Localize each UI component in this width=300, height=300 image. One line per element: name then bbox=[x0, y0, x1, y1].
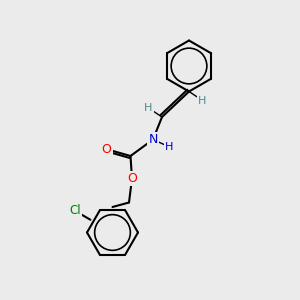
Text: H: H bbox=[165, 142, 174, 152]
Text: H: H bbox=[198, 95, 207, 106]
Text: O: O bbox=[102, 143, 111, 157]
Text: O: O bbox=[127, 172, 137, 185]
Text: H: H bbox=[144, 103, 153, 113]
Text: N: N bbox=[148, 133, 158, 146]
Text: Cl: Cl bbox=[69, 204, 81, 217]
